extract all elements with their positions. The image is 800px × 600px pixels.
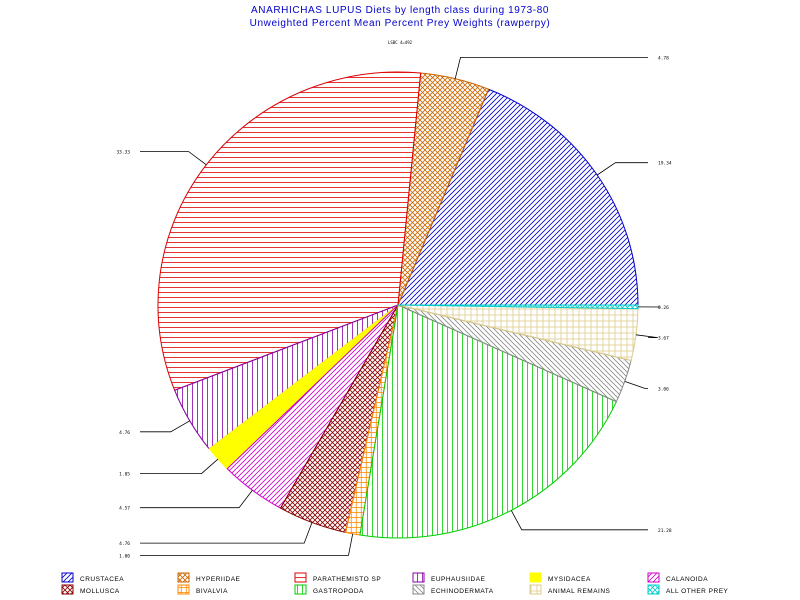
leader-line-hyperiidae <box>454 57 648 79</box>
legend-label-parathemisto-sp: PARATHEMISTO SP <box>313 576 381 583</box>
data-labels: 19.34 4.78 33.33 4.76 1.85 4.57 4.76 1.00 21.28 3… <box>116 55 671 559</box>
data-label-crustacea: 19.34 <box>658 161 672 167</box>
pie-slice-crustacea <box>397 88 639 306</box>
legend-label-calanoida: CALANOIDA <box>666 576 708 583</box>
legend-label-all-other-prey: ALL OTHER PREY <box>666 588 729 595</box>
data-label-calanoida: 4.57 <box>119 506 130 512</box>
chart-subtitle: Unweighted Percent Mean Percent Prey Wei… <box>250 18 551 29</box>
leader-line-echinodermata <box>624 381 648 390</box>
panel-label: LSBC 4=492 <box>388 40 413 45</box>
data-label-echinodermata: 3.06 <box>658 387 669 393</box>
chart-title: ANARHICHAS LUPUS Diets by length class d… <box>251 5 549 16</box>
data-label-parathemisto-sp: 33.33 <box>116 150 130 156</box>
data-label-mysidacea: 1.85 <box>119 472 130 478</box>
legend-label-crustacea: CRUSTACEA <box>80 576 124 583</box>
legend-label-hyperiidae: HYPERIIDAE <box>196 576 241 583</box>
leader-line-mollusca <box>140 522 313 544</box>
pie-slice-all-other-prey <box>397 304 639 310</box>
legend-swatch-all-other-prey <box>647 584 660 595</box>
legend-label-gastropoda: GASTROPODA <box>313 588 364 595</box>
legend-swatch-euphausiidae <box>412 572 425 583</box>
legend-label-echinodermata: ECHINODERMATA <box>431 588 494 595</box>
leader-line-calanoida <box>140 489 253 509</box>
legend-label-mysidacea: MYSIDACEA <box>548 576 591 583</box>
legend-label-bivalvia: BIVALVIA <box>196 588 228 595</box>
leader-line-crustacea <box>596 162 648 176</box>
pie-slice-gastropoda <box>359 304 618 539</box>
leader-line-mysidacea <box>140 458 219 475</box>
legend-swatch-calanoida <box>647 572 660 583</box>
leader-line-euphausiidae <box>140 420 190 433</box>
data-label-hyperiidae: 4.78 <box>658 55 669 61</box>
legend: CRUSTACEA HYPERIIDAE PARATHEMISTO SP EUPHAU… <box>61 572 729 595</box>
legend-swatch-parathemisto-sp <box>294 572 307 583</box>
data-label-gastropoda: 21.28 <box>658 528 672 534</box>
legend-swatch-crustacea <box>61 572 74 583</box>
leader-line-animal-remains <box>635 334 658 339</box>
legend-swatch-echinodermata <box>412 584 425 595</box>
data-label-all-other-prey: 0.26 <box>658 305 669 311</box>
pie-slice-parathemisto-sp <box>157 71 422 391</box>
data-label-bivalvia: 1.00 <box>119 553 130 559</box>
legend-swatch-hyperiidae <box>177 572 190 583</box>
leader-line-gastropoda <box>510 510 648 531</box>
legend-swatch-mollusca <box>61 584 74 595</box>
data-label-mollusca: 4.76 <box>119 541 130 547</box>
data-label-euphausiidae: 4.76 <box>119 430 130 436</box>
leader-line-parathemisto-sp <box>140 151 207 166</box>
leader-line-bivalvia <box>140 533 354 556</box>
legend-label-mollusca: MOLLUSCA <box>80 588 120 595</box>
legend-swatch-gastropoda <box>294 584 307 595</box>
legend-label-animal-remains: ANIMAL REMAINS <box>548 588 611 595</box>
data-label-animal-remains: 3.67 <box>658 336 669 342</box>
legend-label-euphausiidae: EUPHAUSIIDAE <box>431 576 486 583</box>
pie-slices <box>157 71 639 539</box>
legend-swatch-animal-remains <box>529 584 542 595</box>
legend-swatch-mysidacea <box>529 572 542 583</box>
legend-swatch-bivalvia <box>177 584 190 595</box>
